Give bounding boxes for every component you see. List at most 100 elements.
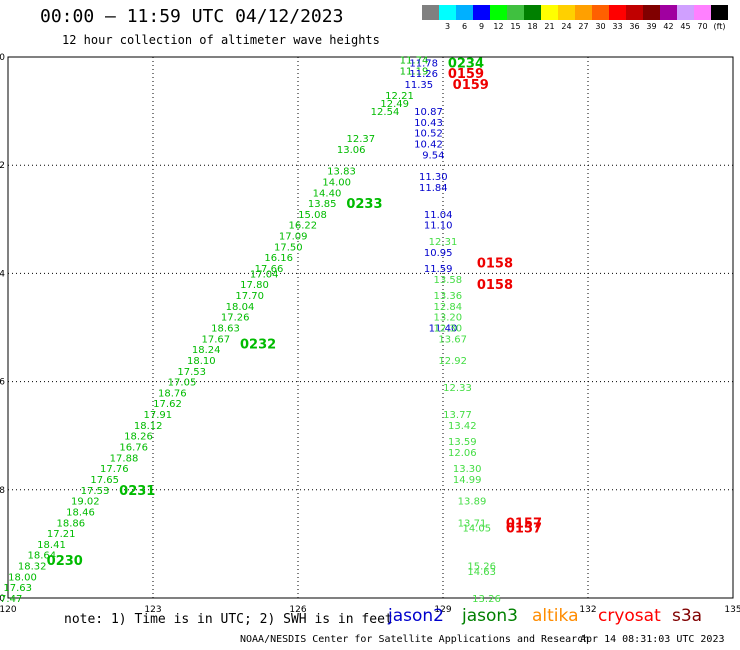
swh-point-label: 14.00 — [322, 177, 351, 188]
lon-tick-label: 120 — [0, 605, 17, 615]
swh-point-label: 9.54 — [422, 150, 444, 161]
lat-tick-label: -40 — [0, 53, 5, 63]
scale-swatch — [643, 5, 660, 20]
swh-point-label: 17.53 — [177, 367, 206, 378]
scale-swatch — [524, 5, 541, 20]
scale-label: 70 — [697, 22, 708, 31]
legend-jason3: jason3 — [462, 606, 518, 626]
swh-point-label: 13.42 — [448, 421, 477, 432]
scale-swatch — [473, 5, 490, 20]
swh-point-label: 10.87 — [414, 107, 443, 118]
scale-swatch — [456, 5, 473, 20]
lat-tick-label: -46 — [0, 378, 5, 388]
lat-tick-label: -42 — [0, 161, 5, 171]
time-label: 0159 — [453, 78, 489, 93]
swh-point-label: 12.06 — [448, 448, 477, 459]
scale-label: 3 — [444, 22, 451, 31]
swh-point-label: 11.26 — [409, 69, 438, 80]
lon-tick-label: 135 — [724, 605, 740, 615]
scale-swatch — [592, 5, 609, 20]
scale-label: 45 — [680, 22, 691, 31]
color-scale-legend: 3 6 9 12 15 18 21 24 27 30 33 36 39 42 45 70 (ft) — [422, 5, 728, 35]
swh-point-label: 17.04 — [250, 269, 279, 280]
swh-point-label: 17.53 — [81, 486, 110, 497]
swh-point-label: 18.12 — [134, 421, 163, 432]
scale-label: 15 — [510, 22, 521, 31]
lat-tick-label: -48 — [0, 486, 5, 496]
scale-swatch — [711, 5, 728, 20]
swh-point-label: 18.64 — [28, 551, 57, 562]
swh-point-label: 19.02 — [71, 497, 100, 508]
swh-point-label: 17.26 — [221, 313, 250, 324]
scale-label: 27 — [578, 22, 589, 31]
scale-label: 18 — [527, 22, 538, 31]
swh-point-label: 16.76 — [119, 443, 148, 454]
scale-label: 39 — [646, 22, 657, 31]
note-text: note: 1) Time is in UTC; 2) SWH is in fe… — [64, 612, 393, 627]
scale-label: 36 — [629, 22, 640, 31]
swh-point-label: 17.66 — [255, 264, 284, 275]
swh-point-label: 17.80 — [240, 280, 269, 291]
swh-point-label: 14.40 — [313, 188, 342, 199]
swh-point-label: 18.00 — [8, 572, 37, 583]
scale-swatch — [541, 5, 558, 20]
swh-point-label: 17.47 — [0, 594, 22, 605]
legend-altika: altika — [532, 606, 579, 626]
swh-point-label: 18.24 — [192, 345, 221, 356]
swh-point-label: 11.04 — [424, 210, 453, 221]
swh-point-label: 11.78 — [409, 58, 438, 69]
swh-point-label: 11.40 — [429, 324, 458, 335]
footer-credit: NOAA/NESDIS Center for Satellite Applica… — [240, 634, 590, 645]
page-title: 00:00 – 11:59 UTC 04/12/2023 — [40, 6, 344, 27]
swh-point-label: 18.10 — [187, 356, 216, 367]
time-label: 0230 — [47, 554, 83, 569]
lon-tick-label: 132 — [579, 605, 596, 615]
swh-point-label: 17.88 — [110, 453, 139, 464]
scale-swatch — [507, 5, 524, 20]
swh-point-label: 11.10 — [424, 221, 453, 232]
swh-point-label: 18.04 — [226, 302, 255, 313]
swh-point-label: 14.63 — [467, 567, 496, 578]
scale-swatch — [626, 5, 643, 20]
swh-point-label: 11.30 — [419, 172, 448, 183]
scale-label: 42 — [663, 22, 674, 31]
legend-s3a: s3a — [672, 606, 703, 626]
time-label: 0234 — [448, 56, 484, 71]
scale-swatch — [677, 5, 694, 20]
swh-point-label: 12.21 — [385, 91, 414, 102]
swh-point-label: 13.85 — [308, 199, 337, 210]
swh-point-label: 15.26 — [467, 562, 496, 573]
lat-tick-label: -50 — [0, 594, 5, 604]
swh-point-label: 13.59 — [448, 437, 477, 448]
scale-label: 6 — [461, 22, 468, 31]
swh-point-label: 12.54 — [371, 107, 400, 118]
swh-point-label: 13.77 — [443, 410, 472, 421]
lon-tick-label: 123 — [144, 605, 161, 615]
swh-point-label: 11.35 — [405, 80, 434, 91]
swh-point-label: 11.19 — [400, 67, 429, 78]
swh-point-label: 12.33 — [443, 383, 472, 394]
swh-point-label: 13.30 — [453, 464, 482, 475]
swh-point-label: 17.21 — [47, 529, 76, 540]
scale-label: 12 — [493, 22, 504, 31]
footer-timestamp: Apr 14 08:31:03 UTC 2023 — [580, 634, 725, 645]
time-label: 0158 — [477, 257, 513, 272]
swh-point-label: 17.50 — [274, 242, 303, 253]
time-label: 0158 — [477, 278, 513, 293]
scale-label: 21 — [544, 22, 555, 31]
swh-point-label: 18.41 — [37, 540, 66, 551]
scale-swatch — [694, 5, 711, 20]
color-scale-labels: 3 6 9 12 15 18 21 24 27 30 33 36 39 42 45 70 (ft) — [422, 22, 728, 34]
scale-label: 24 — [561, 22, 572, 31]
swh-point-label: 12.49 — [380, 99, 409, 110]
swh-point-label: 14.05 — [463, 524, 492, 535]
lon-tick-label: 126 — [289, 605, 306, 615]
swh-point-label: 10.52 — [414, 129, 443, 140]
scale-swatch — [439, 5, 456, 20]
swh-point-label: 17.91 — [144, 410, 173, 421]
swh-point-label: 12.30 — [434, 324, 463, 335]
map-frame — [7, 56, 734, 599]
swh-point-label: 13.26 — [472, 594, 501, 605]
swh-point-label: 13.67 — [438, 334, 467, 345]
